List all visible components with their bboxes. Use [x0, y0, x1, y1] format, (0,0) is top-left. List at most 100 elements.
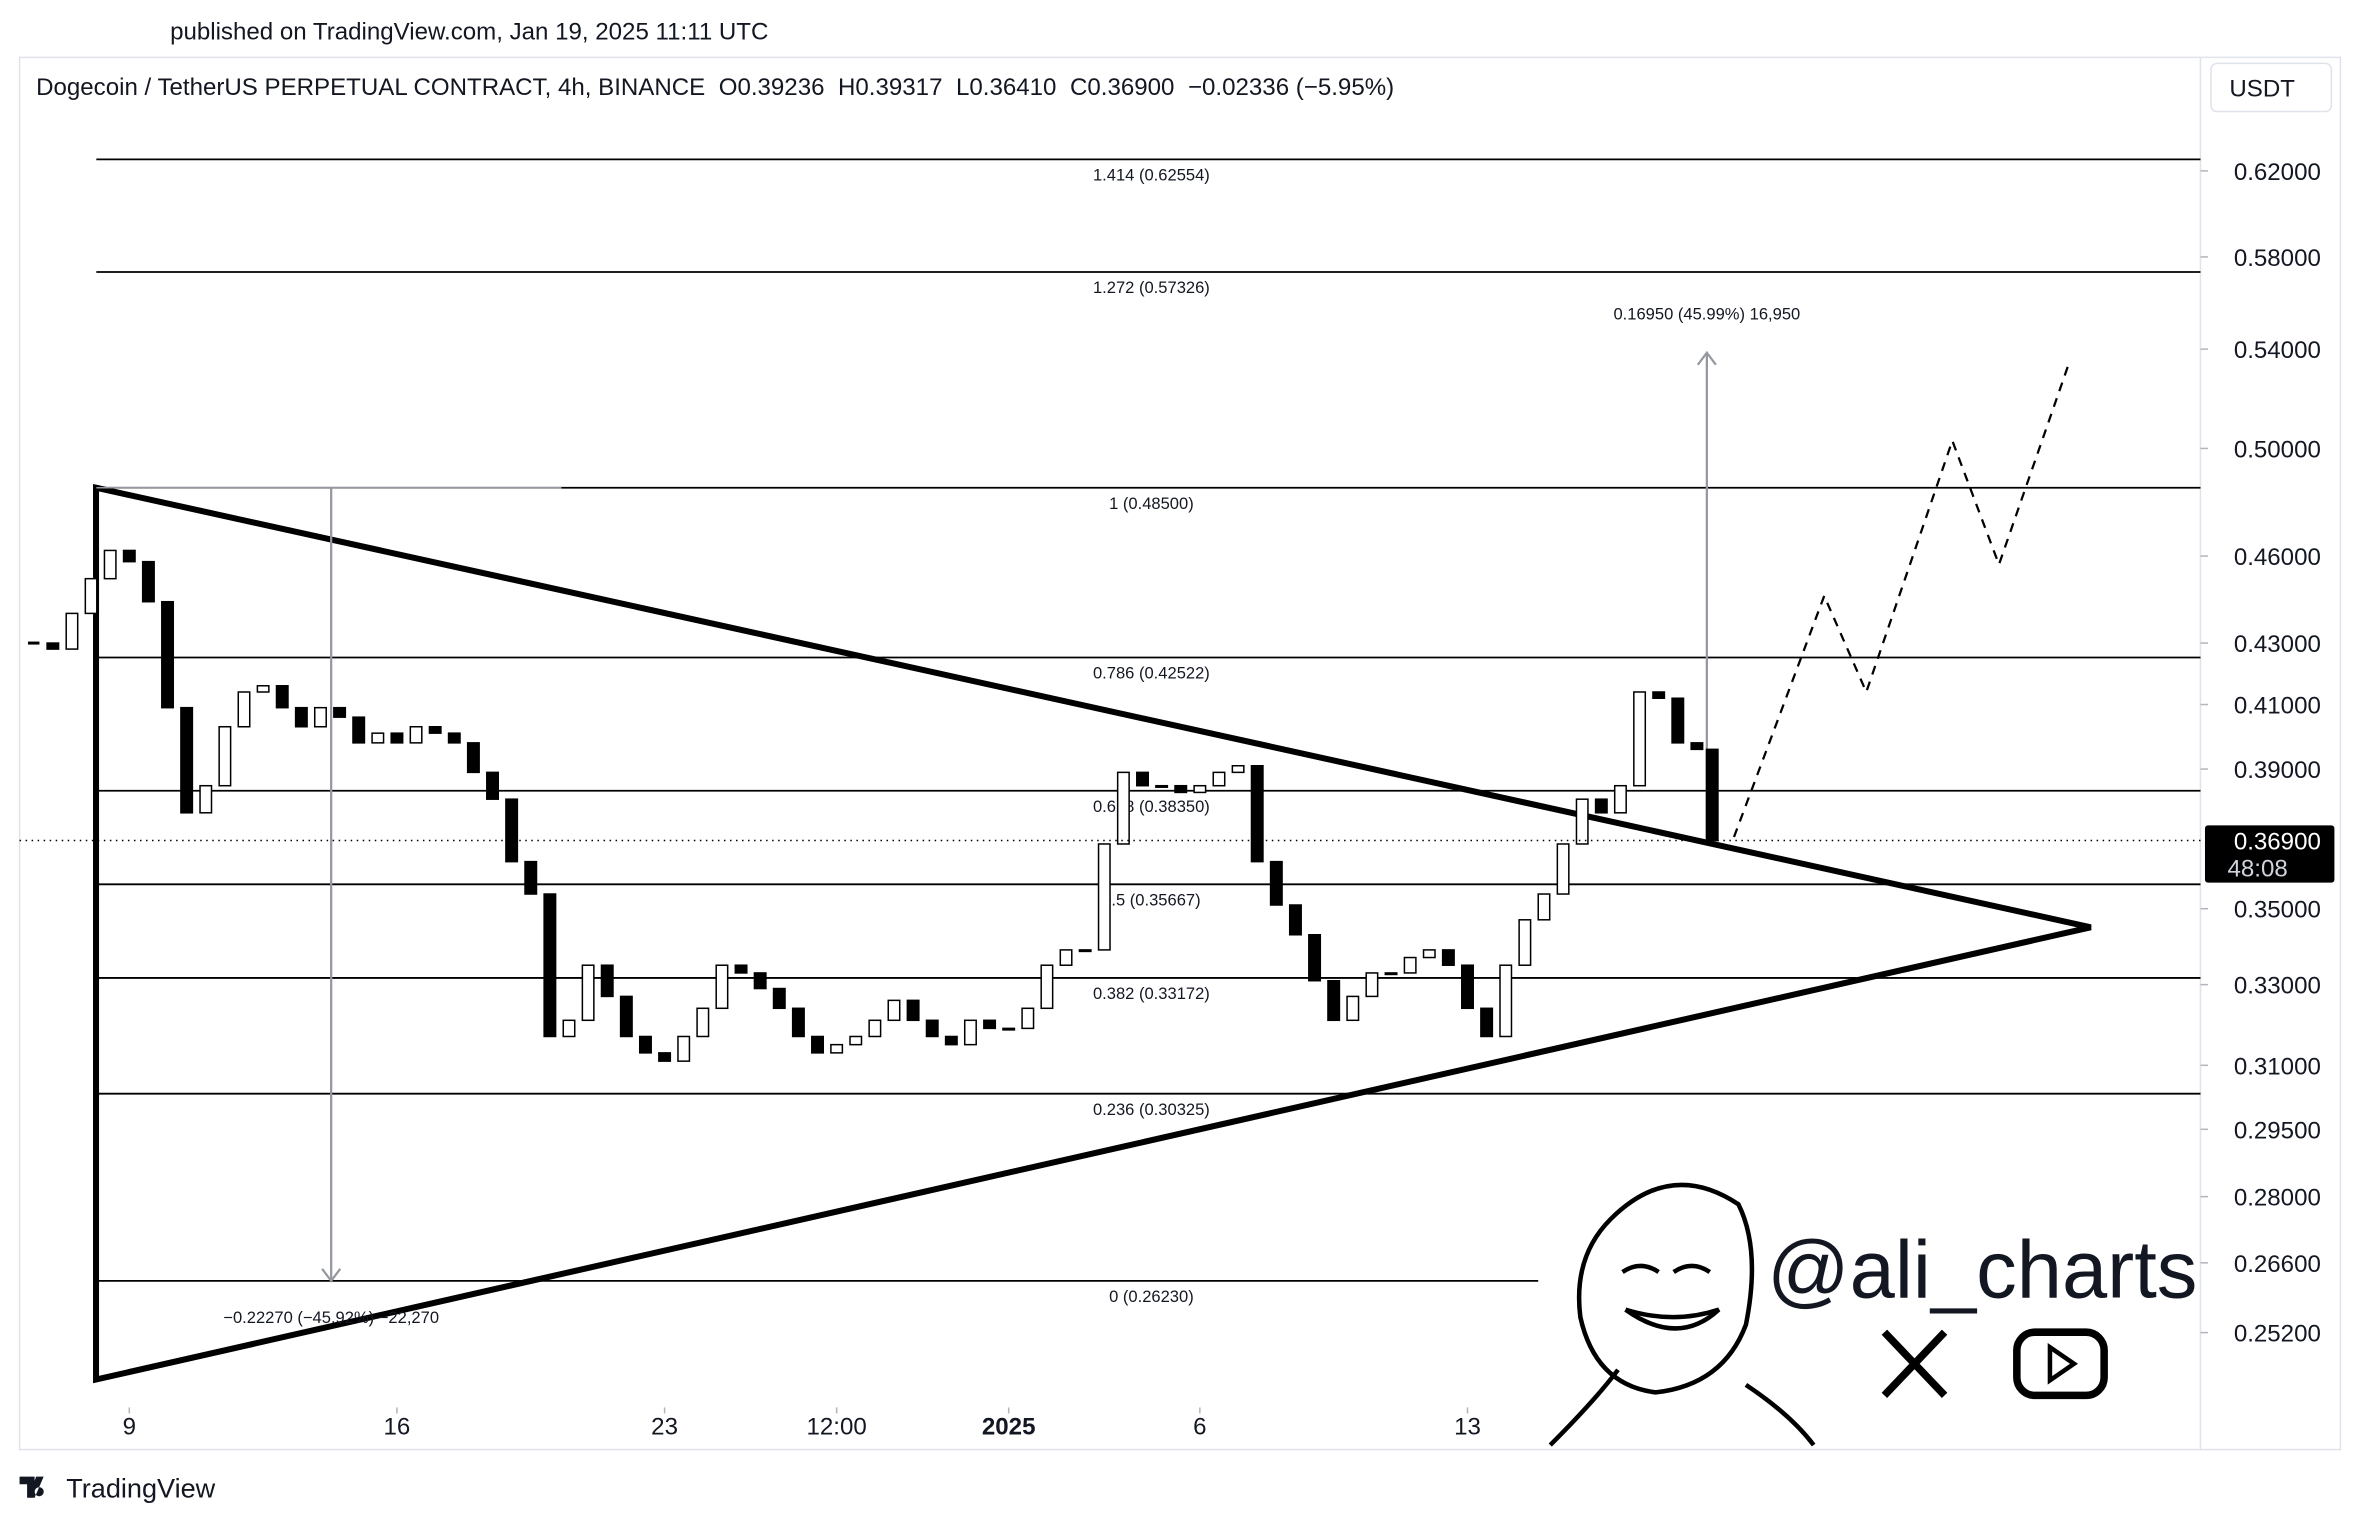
- candle: [925, 1019, 939, 1038]
- candle: [1308, 934, 1322, 982]
- candle: [218, 725, 232, 787]
- candle: [1193, 784, 1207, 794]
- face-outline: [1576, 1182, 1755, 1395]
- chart-frame: [18, 56, 2342, 1451]
- candle: [428, 725, 442, 734]
- measure-arrowhead: [1696, 350, 1717, 366]
- candle: [715, 964, 729, 1010]
- candle: [180, 706, 194, 814]
- candle: [543, 893, 557, 1038]
- legend-value: C0.36900: [1070, 74, 1174, 101]
- candle: [638, 1035, 652, 1054]
- candle: [658, 1052, 672, 1062]
- candle: [1461, 964, 1474, 1010]
- candle: [199, 784, 213, 814]
- fib-level-label: 1.272 (0.57326): [1093, 278, 1210, 297]
- candle: [811, 1035, 825, 1054]
- fib-level-label: 0.236 (0.30325): [1093, 1100, 1210, 1119]
- candle: [1021, 1007, 1035, 1030]
- candle: [1633, 691, 1647, 787]
- candle: [352, 716, 366, 744]
- y-tick-label: 0.35000: [2234, 897, 2321, 924]
- candle: [161, 600, 175, 709]
- candle: [1136, 771, 1149, 787]
- candle: [1556, 843, 1570, 895]
- candle: [1040, 964, 1054, 1010]
- x-tick-label: 23: [651, 1414, 678, 1441]
- candle: [868, 1019, 882, 1038]
- candle: [1518, 919, 1532, 966]
- candle: [887, 999, 901, 1022]
- candle: [619, 995, 633, 1038]
- candle: [65, 612, 79, 650]
- legend-value: O0.39236: [719, 74, 825, 101]
- candle: [1346, 995, 1360, 1022]
- candle: [486, 771, 500, 800]
- legend-value: L0.36410: [956, 74, 1056, 101]
- face-doodle: [1548, 1182, 1816, 1447]
- candle: [734, 964, 748, 974]
- symbol-legend: Dogecoin / TetherUS PERPETUAL CONTRACT, …: [36, 74, 1394, 101]
- candle: [1480, 1007, 1494, 1038]
- currency-button[interactable]: [2210, 62, 2333, 113]
- candle: [791, 1007, 805, 1038]
- tradingview-logo: TradingView: [19, 1473, 216, 1504]
- currency-label: USDT: [2229, 75, 2295, 102]
- candle: [466, 742, 480, 774]
- measure-label: −0.22270 (−45.92%) −22,270: [223, 1308, 439, 1327]
- candle: [447, 732, 461, 744]
- candle: [505, 798, 519, 863]
- face-features: [1621, 1263, 1721, 1331]
- measure-label: 0.16950 (45.99%) 16,950: [1613, 305, 1800, 324]
- candle: [1059, 949, 1073, 966]
- candle: [275, 685, 289, 709]
- published-note: published on TradingView.com, Jan 19, 20…: [170, 18, 768, 45]
- x-icon: [1881, 1329, 1948, 1398]
- candle: [677, 1035, 691, 1062]
- fib-level-label: 0.618 (0.38350): [1093, 797, 1210, 816]
- candle: [313, 706, 327, 728]
- candle: [1269, 860, 1283, 906]
- y-tick-label: 0.62000: [2234, 159, 2321, 186]
- candle: [1078, 949, 1092, 953]
- symbol-title: Dogecoin / TetherUS PERPETUAL CONTRACT, …: [36, 74, 705, 101]
- candle: [830, 1043, 844, 1054]
- candle: [753, 972, 767, 990]
- last-price-box: [2204, 825, 2335, 883]
- candle: [1613, 784, 1627, 814]
- face-shoulders: [1548, 1368, 1816, 1447]
- fib-level-label: 0.5 (0.35667): [1102, 890, 1200, 909]
- y-tick-label: 0.33000: [2234, 973, 2321, 1000]
- candle: [1250, 764, 1264, 863]
- candle: [1537, 893, 1551, 921]
- youtube-play: [2047, 1342, 2079, 1385]
- x-tick-label: 13: [1454, 1414, 1481, 1441]
- y-tick-label: 0.39000: [2234, 757, 2321, 784]
- candle: [944, 1035, 958, 1046]
- y-tick-label: 0.28000: [2234, 1185, 2321, 1212]
- fib-level-label: 0.786 (0.42522): [1093, 664, 1210, 683]
- candle: [141, 560, 155, 603]
- candle: [1690, 742, 1704, 751]
- candle: [1002, 1027, 1016, 1031]
- candle: [1422, 949, 1436, 959]
- fib-level-label: 0.382 (0.33172): [1093, 984, 1210, 1003]
- watermark: @ali_charts: [1767, 1225, 2197, 1316]
- candle: [409, 725, 423, 744]
- candle: [581, 964, 595, 1022]
- x-tick-label: 12:00: [807, 1414, 867, 1441]
- y-tick-label: 0.50000: [2234, 436, 2321, 463]
- measure-arrowhead: [321, 1268, 342, 1283]
- candle: [696, 1007, 710, 1038]
- candle: [1097, 843, 1111, 951]
- candle: [237, 691, 251, 728]
- triangle-pattern: [93, 483, 2092, 1384]
- y-tick-label: 0.46000: [2234, 544, 2321, 571]
- candle: [84, 577, 98, 615]
- candle: [1174, 784, 1188, 794]
- fib-level-label: 0 (0.26230): [1109, 1287, 1194, 1306]
- x-tick-label: 2025: [982, 1414, 1036, 1441]
- candle: [1575, 798, 1589, 845]
- candle: [390, 732, 404, 744]
